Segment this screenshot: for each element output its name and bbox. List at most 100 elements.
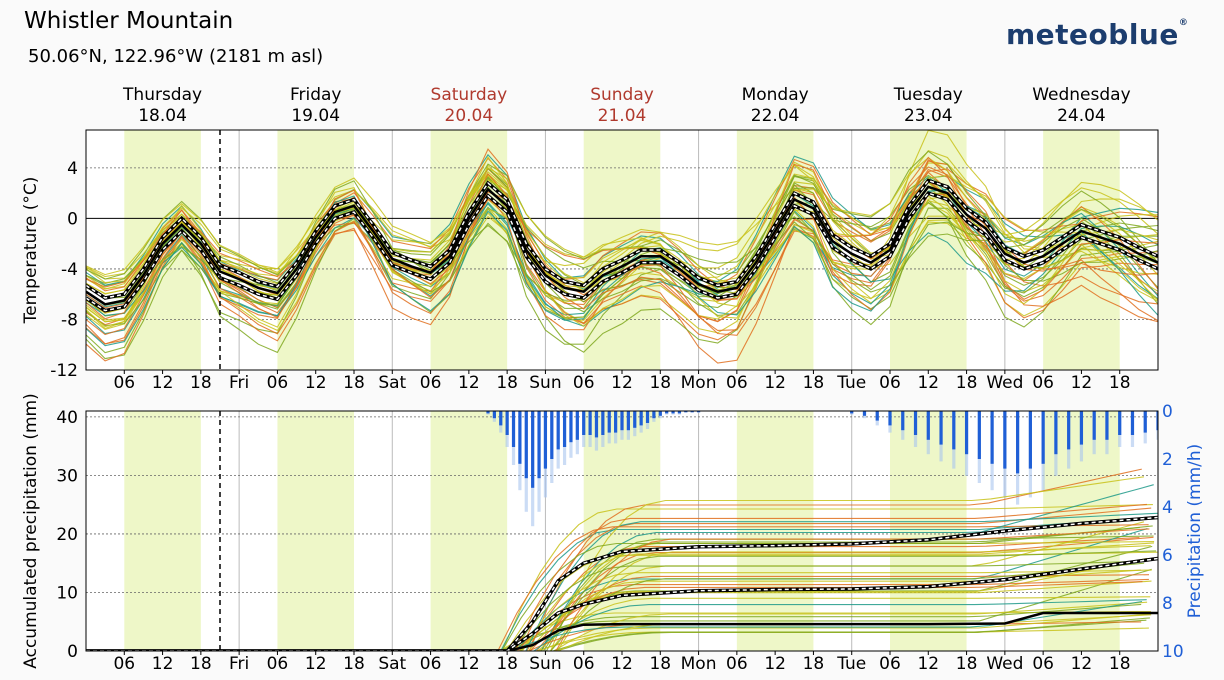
day-date: 21.04: [597, 106, 647, 126]
precip-bar: [1143, 411, 1147, 433]
precip-bar: [671, 411, 675, 414]
temp-ensemble-line: [86, 172, 1158, 341]
temp-ensemble-line: [86, 174, 1158, 295]
precip-ensemble-line: [86, 603, 1142, 651]
precip-bar: [594, 411, 599, 438]
precip-bar: [1016, 411, 1020, 474]
temp-x-tick-label: 12: [611, 373, 633, 393]
precip-y-tick: 40: [56, 408, 78, 428]
day-name: Friday: [289, 85, 342, 105]
temp-ensemble-line: [86, 188, 1158, 347]
day-name: Thursday: [123, 85, 203, 105]
precip-x-tick-label: 12: [611, 654, 633, 674]
temp-x-tick-label: Fri: [229, 373, 249, 393]
day-date: 20.04: [444, 106, 494, 126]
precip-ensemble-line: [86, 528, 1150, 651]
precip-bar: [499, 411, 503, 426]
temp-x-tick-label: 18: [803, 373, 825, 393]
precip-bar: [926, 411, 930, 440]
precip-bar: [1130, 411, 1135, 435]
precip-bar: [1092, 411, 1096, 440]
precip-bar: [556, 411, 560, 450]
precip-x-tick-label: 06: [573, 654, 595, 674]
temp-x-tick-label: 18: [343, 373, 365, 393]
precip-bar: [1118, 411, 1122, 435]
location-coordinates: 50.06°N, 122.96°W (2181 m asl): [28, 46, 324, 67]
brand-name: meteoblue: [1006, 18, 1179, 51]
day-name: Monday: [741, 85, 809, 105]
precip-y2-tick: 4: [1162, 498, 1173, 518]
precip-ensemble-line: [86, 476, 1145, 651]
day-date: 18.04: [138, 106, 187, 126]
precip-x-tick-label: Tue: [836, 654, 866, 674]
day-name: Wednesday: [1032, 85, 1131, 105]
precip-bar: [537, 411, 541, 479]
brand-mark: ®: [1178, 18, 1189, 28]
precip-bar: [990, 411, 994, 464]
precip-bar: [939, 411, 943, 445]
temp-ensemble-members: [86, 130, 1158, 364]
precip-x-tick-label: 18: [343, 654, 365, 674]
temp-x-tick-label: 06: [879, 373, 901, 393]
temp-ensemble-line: [86, 148, 1158, 323]
precip-x-tick-label: Sun: [529, 654, 561, 674]
precip-bar: [677, 411, 682, 414]
precip-bar: [977, 411, 981, 459]
precip-ensemble-line: [86, 503, 1148, 651]
day-label-sunday: Sunday 21.04: [562, 85, 682, 127]
precip-bar: [690, 411, 694, 413]
temp-ensemble-line: [86, 156, 1158, 328]
temp-y-tick: 4: [67, 159, 78, 179]
precip-ensemble-line: [86, 581, 1143, 651]
precip-y2-tick: 6: [1162, 546, 1173, 566]
day-label-monday: Monday 22.04: [715, 85, 835, 127]
precip-x-tick-label: 06: [267, 654, 289, 674]
meteoblue-logo[interactable]: meteoblue®: [1006, 18, 1188, 51]
temp-ensemble-line: [86, 168, 1158, 309]
precip-x-tick-label: 18: [649, 654, 671, 674]
precip-bar: [1105, 411, 1109, 440]
precip-x-tick-label: 12: [152, 654, 174, 674]
precip-bar: [607, 411, 611, 433]
precip-bar: [1054, 411, 1058, 455]
temp-ensemble-line: [86, 177, 1158, 354]
precip-x-tick-label: 18: [190, 654, 212, 674]
day-label-saturday: Saturday 20.04: [409, 85, 529, 127]
precip-bar: [505, 411, 509, 435]
precip-daylight-band: [277, 411, 354, 651]
precip-x-tick-label: 06: [726, 654, 748, 674]
temp-quantile-upper: [86, 179, 1158, 299]
precip-x-tick-label: 06: [1032, 654, 1054, 674]
precip-ensemble-line: [86, 560, 1145, 651]
precip-ensemble-line: [86, 550, 1157, 651]
precip-ensemble-line: [86, 619, 1147, 651]
precip-ensemble-line: [86, 484, 1154, 651]
precip-bar: [862, 411, 867, 416]
precip-y-tick: 20: [56, 525, 78, 545]
temp-x-tick-label: 18: [1109, 373, 1131, 393]
precip-ensemble-line: [86, 536, 1154, 651]
temp-median-line: [86, 185, 1158, 306]
precip-bar: [486, 411, 490, 414]
precip-x-tick-label: 12: [305, 654, 327, 674]
temp-x-tick-label: 12: [1071, 373, 1093, 393]
precip-x-tick-label: 18: [803, 654, 825, 674]
temp-y-axis-label: Temperature (°C): [21, 177, 41, 325]
day-date: 22.04: [750, 106, 800, 126]
precip-bar: [875, 411, 879, 421]
day-name: Saturday: [430, 85, 508, 105]
precip-x-tick-label: 12: [917, 654, 939, 674]
precip-bar: [696, 411, 701, 413]
day-date: 23.04: [903, 106, 953, 126]
precip-bar: [588, 411, 592, 435]
temp-x-tick-label: 12: [917, 373, 939, 393]
precip-bar: [633, 411, 637, 428]
precip-bar: [582, 411, 586, 435]
precip-daylight-band: [430, 411, 508, 651]
temp-x-tick-label: Wed: [986, 373, 1023, 393]
temp-y-tick: -4: [61, 260, 78, 280]
precip-x-tick-label: Mon: [681, 654, 717, 674]
day-label-thursday: Thursday 18.04: [103, 85, 223, 127]
precip-bar: [511, 411, 516, 447]
precip-bar: [645, 411, 650, 423]
